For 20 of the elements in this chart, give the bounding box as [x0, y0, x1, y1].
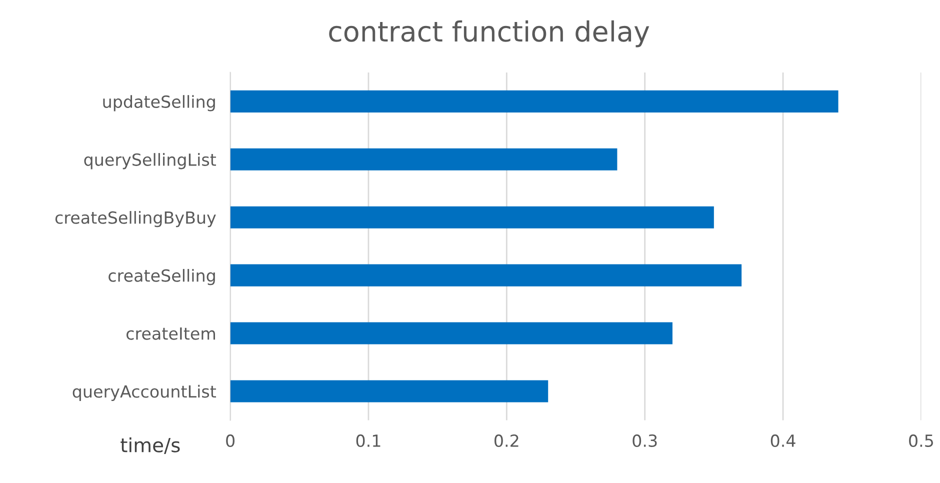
y-tick-label: createItem: [126, 327, 215, 340]
x-tick-label: 0.5: [909, 434, 933, 447]
bar: [230, 322, 672, 344]
y-tick-label: createSelling: [108, 268, 215, 286]
y-tick-label: querySellingList: [84, 153, 216, 170]
x-tick-label: 0.4: [770, 434, 796, 447]
bar: [230, 148, 618, 170]
bar: [230, 380, 548, 402]
chart-title: contract function delay: [329, 20, 650, 48]
bar: [230, 264, 742, 286]
x-tick-label: 0: [226, 434, 234, 447]
bar: [230, 206, 714, 228]
y-tick-label: updateSelling: [103, 95, 215, 112]
x-tick-label: 0.2: [494, 434, 518, 447]
x-tick-label: 0.3: [632, 434, 657, 447]
x-axis-title: time/s: [120, 437, 180, 454]
x-tick-label: 0.1: [356, 434, 380, 447]
y-tick-label: queryAccountList: [72, 384, 216, 402]
y-tick-label: createSellingByBuy: [55, 211, 216, 228]
bar: [230, 90, 838, 112]
